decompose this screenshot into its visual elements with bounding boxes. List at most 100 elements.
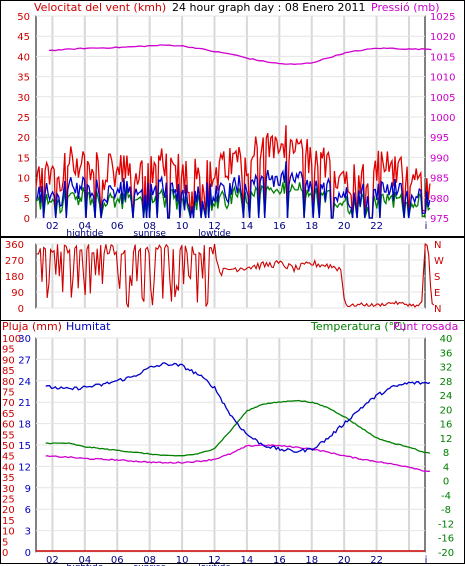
x-tick-label: 22 bbox=[370, 221, 383, 232]
temperature-axis-title: Temperatura (°C) bbox=[310, 320, 406, 333]
wind-tick-label: 0 bbox=[24, 214, 30, 225]
x-sub-label: sunrise bbox=[133, 229, 166, 239]
wind-axis-title: Velocitat del vent (kmh) bbox=[34, 1, 166, 14]
pressure-tick-label: 975 bbox=[430, 214, 449, 225]
wind-tick-label: 20 bbox=[17, 133, 30, 144]
rain-tick-label: 65 bbox=[2, 409, 15, 420]
pressure-tick-label: 1005 bbox=[430, 93, 455, 104]
x-tick-label: 20 bbox=[338, 221, 351, 232]
x-sub-label: hightide bbox=[66, 229, 103, 239]
rain-tick-label: 0 bbox=[2, 548, 8, 559]
wind-tick-label: 35 bbox=[17, 73, 30, 84]
x-tick-label: 18 bbox=[305, 221, 318, 232]
pressure-tick-label: 985 bbox=[430, 174, 449, 185]
humidity-tick-label: 27 bbox=[18, 355, 31, 366]
rain-tick-label: 75 bbox=[2, 388, 15, 399]
rain-tick-label: 85 bbox=[2, 366, 15, 377]
temperature-tick-label: 20 bbox=[440, 405, 453, 416]
temperature-tick-label: 32 bbox=[440, 363, 453, 374]
x-tick-label: 08 bbox=[143, 555, 156, 566]
rain-tick-label: 90 bbox=[2, 355, 15, 366]
rain-tick-label: 15 bbox=[2, 516, 15, 527]
pressure-tick-label: 1010 bbox=[430, 73, 455, 84]
rain-tick-label: 25 bbox=[2, 495, 15, 506]
x-tick-label: 02 bbox=[46, 555, 59, 566]
temperature-tick-label: 24 bbox=[440, 391, 453, 402]
x-tick-label: 18 bbox=[305, 555, 318, 566]
temperature-tick-label: 40 bbox=[440, 334, 453, 345]
temperature-tick-label: 36 bbox=[440, 348, 453, 359]
x-tick-label: 04 bbox=[78, 555, 91, 566]
humidity-tick-label: 12 bbox=[18, 462, 31, 473]
rain-tick-label: 30 bbox=[2, 484, 15, 495]
x-tick-label: i bbox=[425, 555, 428, 566]
rain-tick-label: 80 bbox=[2, 377, 15, 388]
compass-label: W bbox=[434, 256, 444, 267]
x-tick-label: 06 bbox=[111, 555, 124, 566]
rain-tick-label: 100 bbox=[2, 334, 21, 345]
wind-tick-label: 25 bbox=[17, 113, 30, 124]
pressure-tick-label: 995 bbox=[430, 133, 449, 144]
pressure-tick-label: 1020 bbox=[430, 32, 455, 43]
temperature-line bbox=[45, 399, 431, 457]
dewpoint-axis-title: Punt rosada bbox=[393, 320, 458, 333]
direction-tick-label: 360 bbox=[5, 240, 24, 251]
temperature-tick-label: 12 bbox=[440, 434, 453, 445]
temperature-tick-label: 4 bbox=[443, 462, 449, 473]
rain-tick-label: 70 bbox=[2, 398, 15, 409]
rain-tick-label: 10 bbox=[2, 527, 15, 538]
temperature-tick-label: -20 bbox=[438, 548, 454, 559]
humidity-axis-title: Humitat bbox=[66, 320, 111, 333]
temperature-tick-label: -12 bbox=[438, 519, 454, 530]
humidity-tick-label: 24 bbox=[18, 377, 31, 388]
x-tick-label: 16 bbox=[273, 555, 286, 566]
wind-tick-label: 30 bbox=[17, 93, 30, 104]
pressure-tick-label: 1000 bbox=[430, 113, 455, 124]
x-tick-label: i bbox=[425, 221, 428, 232]
direction-tick-label: 180 bbox=[5, 272, 24, 283]
rain-tick-label: 40 bbox=[2, 462, 15, 473]
rain-tick-label: 55 bbox=[2, 430, 15, 441]
temperature-tick-label: 28 bbox=[440, 377, 453, 388]
temperature-tick-label: -4 bbox=[441, 491, 451, 502]
pressure-tick-label: 980 bbox=[430, 194, 449, 205]
wind-tick-label: 50 bbox=[17, 12, 30, 23]
temperature-tick-label: 0 bbox=[443, 477, 449, 488]
rain-tick-label: 45 bbox=[2, 452, 15, 463]
direction-tick-label: 0 bbox=[18, 304, 24, 315]
wind-tick-label: 10 bbox=[17, 174, 30, 185]
pressure-tick-label: 990 bbox=[430, 153, 449, 164]
rain-axis-title: Pluja (mm) bbox=[2, 320, 62, 333]
dewpoint-line bbox=[45, 444, 430, 472]
x-tick-label: 12 bbox=[208, 221, 221, 232]
x-tick-label: 08 bbox=[143, 221, 156, 232]
humidity-tick-label: 30 bbox=[18, 334, 31, 345]
x-tick-label: 22 bbox=[370, 555, 383, 566]
panel-1-plot: 0510152025303540455097598098599099510001… bbox=[17, 12, 455, 239]
humidity-tick-label: 0 bbox=[25, 548, 31, 559]
x-tick-label: 12 bbox=[208, 555, 221, 566]
rain-tick-label: 20 bbox=[2, 505, 15, 516]
humidity-tick-label: 3 bbox=[25, 527, 31, 538]
humidity-tick-label: 15 bbox=[18, 441, 31, 452]
x-tick-label: 02 bbox=[46, 221, 59, 232]
wind-tick-label: 40 bbox=[17, 52, 30, 63]
x-sub-label: lowtide bbox=[198, 563, 231, 566]
graph-title: 24 hour graph day : 08 Enero 2011 bbox=[172, 1, 366, 14]
humidity-tick-label: 6 bbox=[25, 505, 31, 516]
compass-label: N bbox=[434, 240, 441, 251]
pressure-tick-label: 1015 bbox=[430, 52, 455, 63]
rain-tick-label: 95 bbox=[2, 345, 15, 356]
wind-tick-label: 45 bbox=[17, 32, 30, 43]
rain-tick-label: 35 bbox=[2, 473, 15, 484]
rain-tick-label: 5 bbox=[2, 537, 8, 548]
x-tick-label: 04 bbox=[78, 221, 91, 232]
humidity-tick-label: 9 bbox=[25, 484, 31, 495]
pressure-axis-title: Pressió (mb) bbox=[371, 1, 440, 14]
humidity-tick-label: 21 bbox=[18, 398, 31, 409]
x-tick-label: 10 bbox=[176, 555, 189, 566]
x-sub-label: sunrise bbox=[133, 563, 166, 566]
panel-2-plot: 0 N 90 E 180 S 270 W 360 N bbox=[5, 240, 444, 315]
x-tick-label: 16 bbox=[273, 221, 286, 232]
